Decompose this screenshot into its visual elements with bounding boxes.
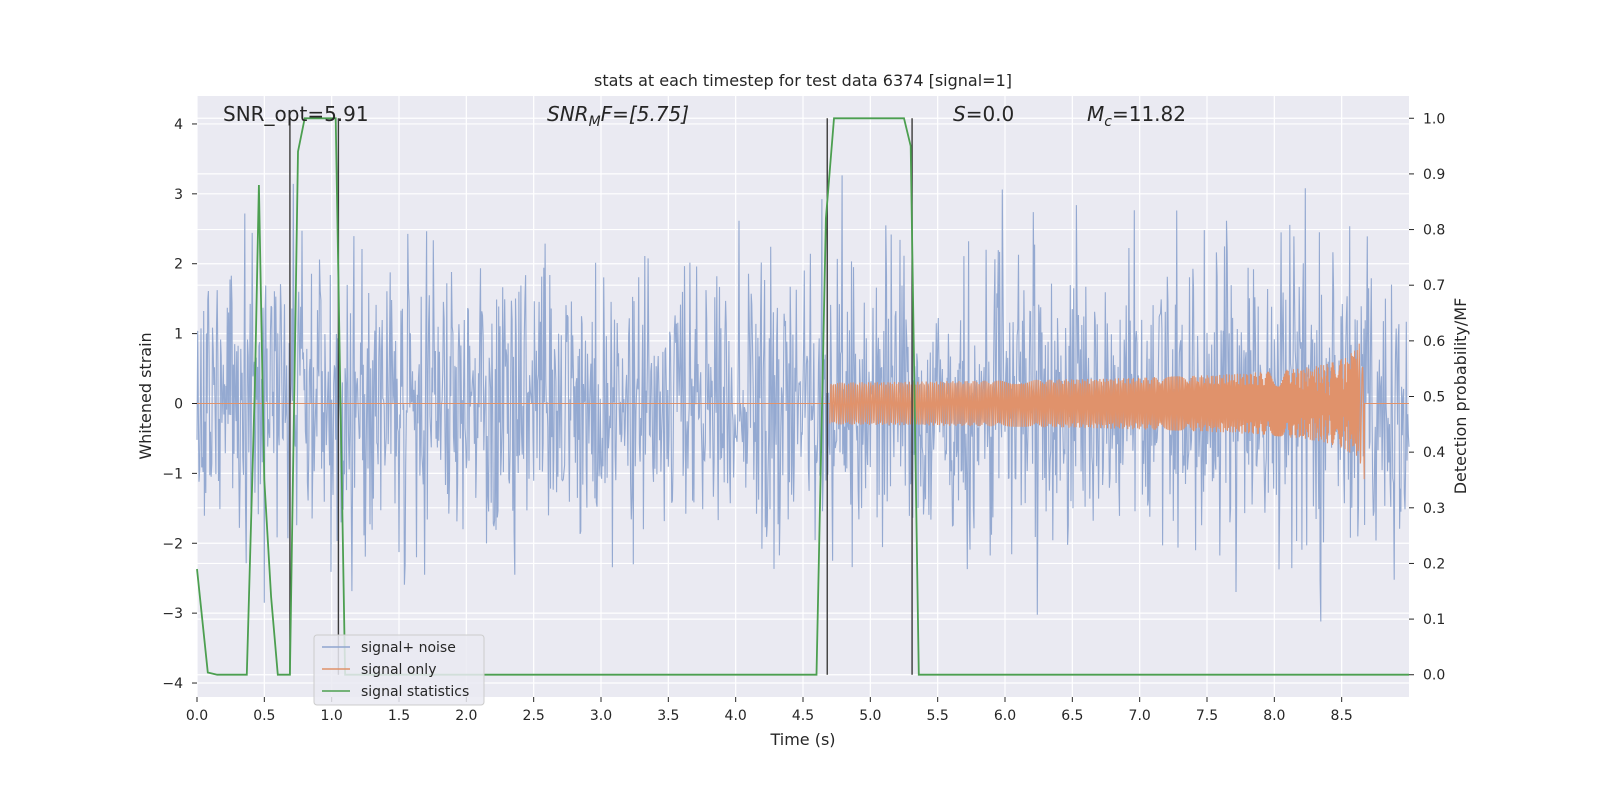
y2-tick-label: 0.7 [1423, 278, 1445, 294]
x-tick-label: 3.5 [657, 708, 679, 724]
legend-label-signal-only: signal only [361, 662, 436, 678]
x-tick-label: 7.0 [1129, 708, 1151, 724]
x-tick-label: 0.0 [186, 708, 208, 724]
mc-main: M [1087, 102, 1104, 126]
x-axis-label: Time (s) [769, 730, 835, 749]
snr-mf-rest: F=[5.75] [601, 102, 689, 126]
x-tick-label: 2.0 [455, 708, 477, 724]
y-tick-label: −4 [162, 676, 183, 692]
y2-axis-label: Detection probability/MF [1451, 298, 1470, 495]
y-tick-label: 2 [174, 257, 183, 273]
x-tick-label: 7.5 [1196, 708, 1218, 724]
y-tick-label: −3 [162, 606, 183, 622]
x-tick-label: 8.5 [1331, 708, 1353, 724]
snr-mf-annotation: SNRMF=[5.75] [547, 102, 689, 130]
x-tick-label: 6.5 [1061, 708, 1083, 724]
signal-statistics-series [196, 117, 1409, 676]
y-tick-label: 4 [174, 117, 183, 133]
y-tick-label: 3 [174, 187, 183, 203]
snr-mf-main: SNR [547, 102, 589, 126]
signal-noise-line [196, 175, 1410, 622]
x-tick-label: 5.0 [859, 708, 881, 724]
legend: signal+ noise signal only signal statist… [313, 634, 485, 706]
snr-opt-annotation: SNR_opt=5.91 [223, 102, 369, 126]
x-tick-label: 2.5 [523, 708, 545, 724]
x-axis-ticks: 0.0 0.5 1.0 1.5 2.0 2.5 3.0 3.5 4.0 4.5 5.0 5.5 6.0 6… [186, 697, 1353, 724]
y2-axis-ticks: 1.0 0.9 0.8 0.7 0.6 0.5 0.4 0.3 0.2 0.1 0.0 [1409, 111, 1445, 684]
signal-only-line [197, 343, 1409, 480]
y-axis-ticks: 4 3 2 1 0 −1 −2 −3 −4 [162, 117, 197, 692]
y-tick-label: 1 [174, 327, 183, 343]
y-axis-label: Whitened strain [136, 332, 155, 459]
s-annotation: S=0.0 [953, 102, 1014, 126]
y2-tick-label: 0.6 [1423, 334, 1445, 350]
signal-noise-series [196, 175, 1410, 622]
y2-tick-label: 0.1 [1423, 612, 1445, 628]
snr-mf-sub: M [589, 114, 601, 130]
y2-tick-label: 0.2 [1423, 556, 1445, 572]
legend-label-signal-statistics: signal statistics [361, 684, 469, 700]
x-tick-label: 4.0 [725, 708, 747, 724]
x-tick-label: 3.0 [590, 708, 612, 724]
s-main: S [953, 102, 966, 126]
y-tick-label: −1 [162, 466, 183, 482]
x-tick-label: 0.5 [253, 708, 275, 724]
mc-annotation: Mc=11.82 [1087, 102, 1186, 130]
y2-tick-label: 0.5 [1423, 390, 1445, 406]
s-rest: =0.0 [966, 102, 1015, 126]
y-tick-label: 0 [174, 396, 183, 412]
y2-tick-label: 0.0 [1423, 668, 1445, 684]
chart-title: stats at each timestep for test data 637… [594, 71, 1012, 90]
signal-only-series [197, 343, 1409, 480]
x-tick-label: 1.0 [321, 708, 343, 724]
x-tick-label: 4.5 [792, 708, 814, 724]
legend-label-signal-noise: signal+ noise [361, 640, 456, 656]
x-tick-label: 8.0 [1263, 708, 1285, 724]
y2-tick-label: 0.9 [1423, 167, 1445, 183]
legend-box [313, 634, 485, 706]
x-tick-label: 1.5 [388, 708, 410, 724]
x-tick-label: 5.5 [927, 708, 949, 724]
y2-tick-label: 0.3 [1423, 501, 1445, 517]
x-tick-label: 6.0 [994, 708, 1016, 724]
mc-sub: c [1104, 114, 1112, 130]
signal-statistics-line [196, 117, 1409, 676]
y2-tick-label: 0.4 [1423, 445, 1445, 461]
mc-rest: =11.82 [1112, 102, 1186, 126]
y2-tick-label: 1.0 [1423, 111, 1445, 127]
y-tick-label: −2 [162, 536, 183, 552]
y2-tick-label: 0.8 [1423, 223, 1445, 239]
